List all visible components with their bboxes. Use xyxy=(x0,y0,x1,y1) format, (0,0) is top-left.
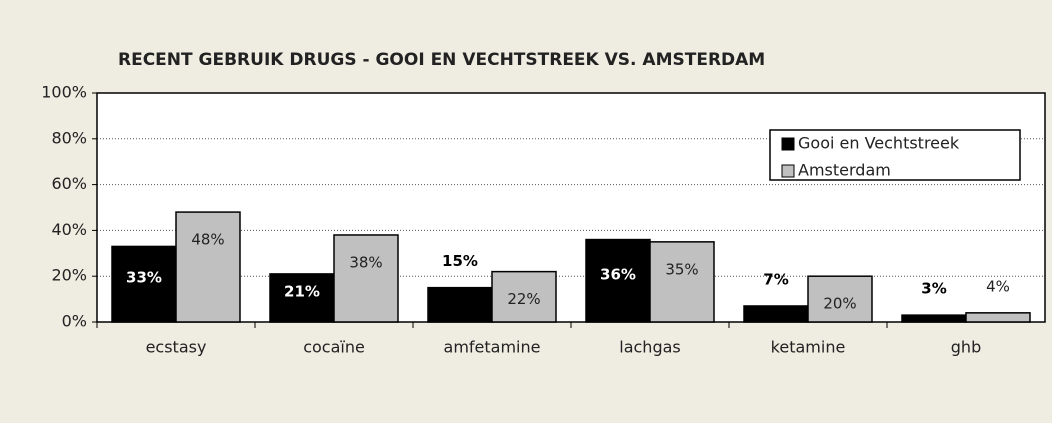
data-label: 15% xyxy=(442,252,478,270)
legend-swatch xyxy=(781,164,795,178)
y-tick-label: 80% xyxy=(51,128,87,147)
bar xyxy=(333,234,399,323)
bar xyxy=(111,245,177,323)
data-label: 7% xyxy=(763,270,788,288)
data-label: 33% xyxy=(126,269,162,287)
data-label: 35% xyxy=(665,260,698,278)
legend-label: Amsterdam xyxy=(798,161,891,180)
y-tick-label: 0% xyxy=(62,312,87,331)
x-tick-label: ghb xyxy=(951,338,981,357)
bar xyxy=(585,238,651,323)
x-tick-label: cocaïne xyxy=(303,338,365,357)
x-tick-label: ecstasy xyxy=(146,338,207,357)
data-label: 20% xyxy=(823,295,856,313)
data-label: 3% xyxy=(921,280,946,298)
bar xyxy=(743,305,809,323)
legend-label: Gooi en Vechtstreek xyxy=(798,134,960,153)
x-tick-label: lachgas xyxy=(619,338,680,357)
y-tick-label: 100% xyxy=(41,83,87,102)
chart-title: RECENT GEBRUIK DRUGS - GOOI EN VECHTSTRE… xyxy=(118,50,765,70)
bar xyxy=(965,312,1031,323)
bar xyxy=(491,270,557,323)
legend-swatch xyxy=(781,137,795,151)
x-tick-label: ketamine xyxy=(771,338,846,357)
data-label: 36% xyxy=(600,265,636,283)
bar xyxy=(901,314,967,323)
legend-box xyxy=(769,129,1021,181)
data-label: 4% xyxy=(986,277,1010,295)
bar xyxy=(649,241,715,323)
bar xyxy=(427,286,493,323)
bar xyxy=(807,275,873,323)
y-tick-label: 40% xyxy=(51,220,87,239)
data-label: 22% xyxy=(507,290,540,308)
bar xyxy=(175,211,241,323)
data-label: 48% xyxy=(191,231,224,249)
data-label: 21% xyxy=(284,282,320,300)
y-tick-label: 60% xyxy=(51,174,87,193)
data-label: 38% xyxy=(349,253,382,271)
y-tick-label: 20% xyxy=(51,266,87,285)
x-tick-label: amfetamine xyxy=(444,338,541,357)
